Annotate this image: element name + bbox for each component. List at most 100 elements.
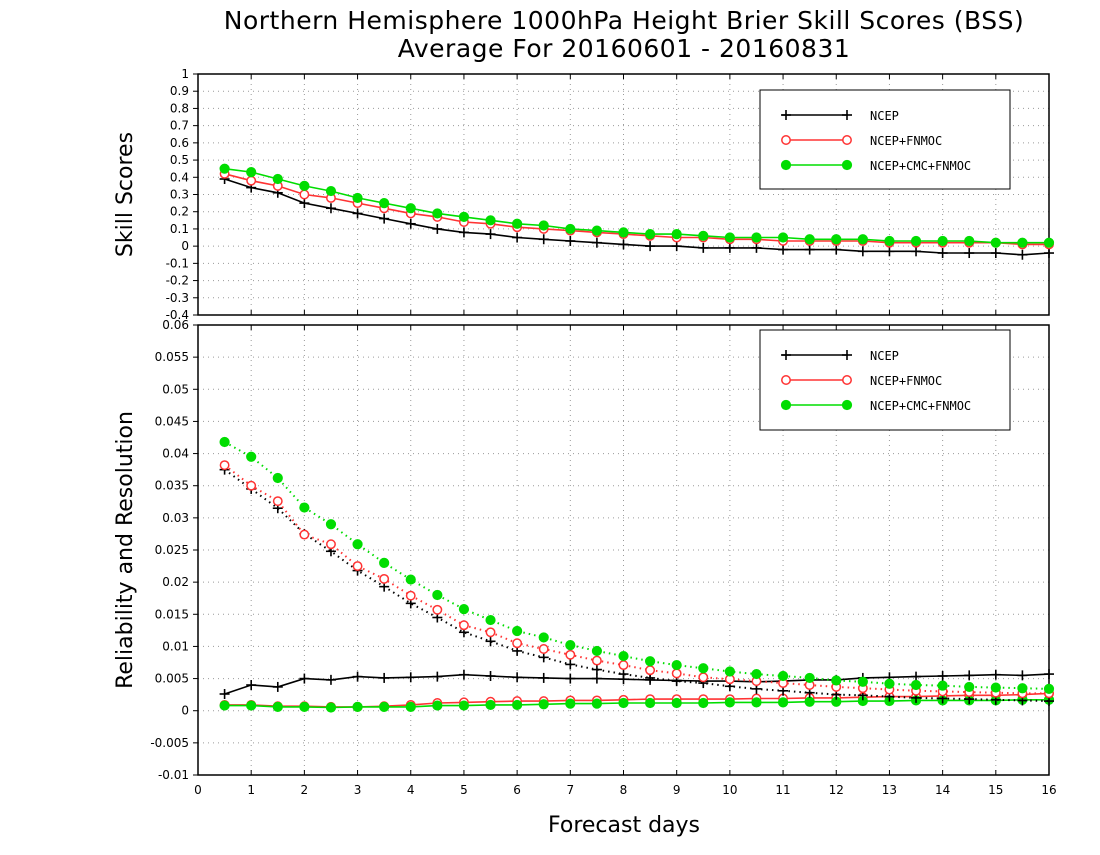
data-point xyxy=(857,246,868,257)
data-point xyxy=(512,218,523,229)
chart-subtitle: Average For 20160601 - 20160831 xyxy=(398,34,851,63)
bss-ytick-label: -0.4 xyxy=(166,308,189,322)
data-point xyxy=(352,561,363,572)
legend-marker-start xyxy=(780,399,792,411)
data-point xyxy=(910,235,922,247)
data-point xyxy=(724,697,735,708)
reliability-resolution-ytick-label: 0.005 xyxy=(155,672,189,686)
data-point xyxy=(591,237,602,248)
data-point xyxy=(485,215,496,226)
data-point xyxy=(485,229,496,240)
bss-panel: -0.4 -0.3 -0.2 -0.1 0 0.1 0.2 0.3 0.4 0.5 0.6 0.7 0.… xyxy=(113,67,1055,322)
reliability-resolution-panel: -0.01 -0.005 0 0.005 0.01 0.015 0.02 0.025 0.03 0… xyxy=(113,318,1055,782)
x-tick-label: 8 xyxy=(620,783,628,797)
data-point xyxy=(458,604,470,615)
data-point xyxy=(272,701,283,712)
data-point xyxy=(565,223,576,235)
data-point xyxy=(990,669,1001,680)
bss-ytick-label: 0.1 xyxy=(170,222,189,236)
data-point xyxy=(591,225,603,236)
x-tick-label: 7 xyxy=(566,783,574,797)
legend-label: NCEP xyxy=(870,109,899,123)
x-tick-label: 10 xyxy=(722,783,737,797)
data-point xyxy=(618,669,629,680)
data-point xyxy=(538,652,549,663)
data-point xyxy=(538,234,549,245)
x-tick-label: 9 xyxy=(673,783,681,797)
legend-marker-start xyxy=(781,350,791,360)
data-point xyxy=(778,244,789,255)
data-point xyxy=(512,625,523,637)
data-point xyxy=(458,227,469,238)
data-point xyxy=(1043,237,1055,248)
data-point xyxy=(884,678,895,689)
data-point xyxy=(910,679,922,691)
legend-label: NCEP+CMC+FNMOC xyxy=(870,159,971,173)
data-point xyxy=(645,665,656,676)
data-point xyxy=(831,244,842,255)
reliability-resolution-ytick-label: 0.06 xyxy=(162,318,189,332)
data-point xyxy=(272,472,283,484)
data-point xyxy=(618,660,629,671)
x-tick-label: 5 xyxy=(460,783,468,797)
data-point xyxy=(299,701,310,712)
data-point xyxy=(246,480,257,491)
bss-series-ncep-cmc-fnmoc-solid xyxy=(219,163,1055,248)
data-point xyxy=(751,668,762,680)
legend-entry: NCEP xyxy=(781,109,899,123)
data-point xyxy=(831,675,842,686)
data-point xyxy=(405,590,416,601)
data-point xyxy=(379,672,390,683)
data-point xyxy=(644,656,656,667)
legend-marker-end xyxy=(842,375,852,385)
data-point xyxy=(644,228,656,240)
x-tick-label: 11 xyxy=(775,783,790,797)
data-point xyxy=(458,211,470,222)
data-point xyxy=(618,227,629,238)
data-point xyxy=(272,173,283,185)
data-point xyxy=(538,220,549,231)
data-point xyxy=(352,192,363,204)
data-point xyxy=(565,649,576,660)
legend-marker-end xyxy=(842,110,852,120)
data-point xyxy=(1017,683,1028,694)
data-point xyxy=(299,673,310,684)
bss-ytick-label: 0.6 xyxy=(170,136,189,150)
x-tick-label: 15 xyxy=(988,783,1003,797)
data-point xyxy=(1017,670,1028,681)
data-point xyxy=(405,218,416,229)
data-point xyxy=(299,189,310,200)
data-point xyxy=(565,640,576,651)
data-point xyxy=(405,672,416,683)
x-tick-label: 1 xyxy=(247,783,255,797)
legend-marker-end xyxy=(841,399,853,411)
reliability-resolution-ytick-label: 0.045 xyxy=(155,414,189,428)
data-point xyxy=(937,680,948,691)
data-point xyxy=(379,557,390,568)
reliability-resolution-series-ncep-cmc-fnmoc-dotted xyxy=(219,436,1055,694)
reliability-resolution-series-ncep-fnmoc-dotted xyxy=(219,460,1054,699)
data-point xyxy=(724,666,735,677)
reliability-resolution-ytick-label: 0 xyxy=(181,704,189,718)
bss-series-ncep-solid xyxy=(219,174,1054,260)
data-point xyxy=(1017,249,1028,260)
bss-ytick-label: 0 xyxy=(181,239,189,253)
data-point xyxy=(751,242,762,253)
data-point xyxy=(379,701,390,712)
data-point xyxy=(565,698,576,709)
data-point xyxy=(485,671,496,681)
data-point xyxy=(246,167,257,178)
legend-label: NCEP+CMC+FNMOC xyxy=(870,399,971,413)
data-point xyxy=(618,650,629,662)
data-point xyxy=(777,670,789,682)
data-point xyxy=(964,248,975,259)
data-point xyxy=(1044,248,1054,259)
data-point xyxy=(644,697,656,709)
data-point xyxy=(299,198,310,209)
reliability-resolution-y-axis-label: Reliability and Resolution xyxy=(113,411,138,689)
data-point xyxy=(937,235,948,247)
data-point xyxy=(857,234,868,245)
bss-ytick-label: 0.3 xyxy=(170,188,189,202)
x-tick-label: 13 xyxy=(882,783,897,797)
